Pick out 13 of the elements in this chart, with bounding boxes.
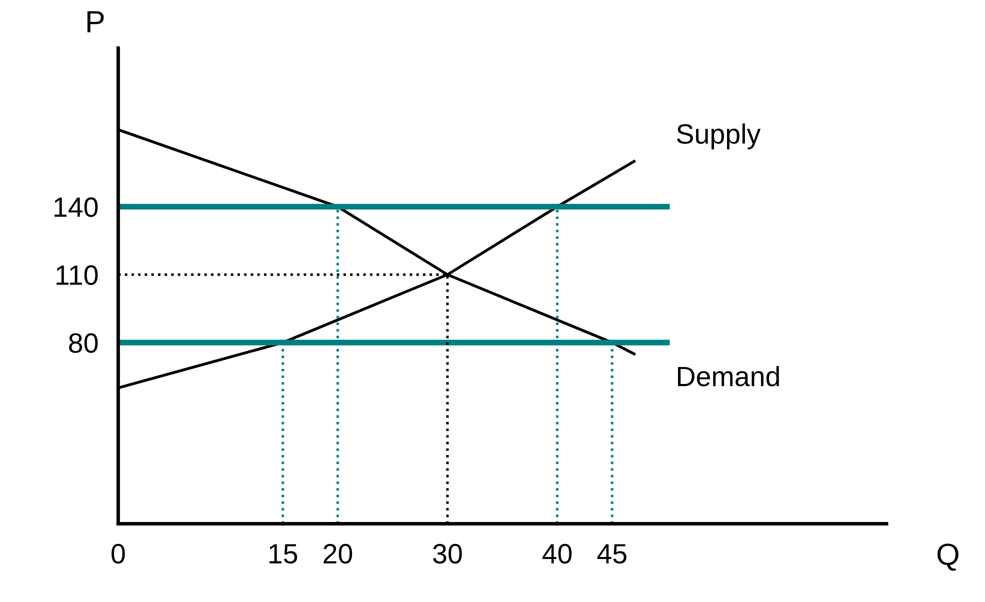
x-axis-title: Q [938, 544, 958, 571]
y-tick-label: 110 [56, 265, 98, 285]
x-tick-label: 40 [542, 544, 572, 564]
x-tick-label: 0 [112, 544, 125, 564]
x-tick-label: 45 [597, 544, 626, 564]
series-label: Demand [678, 366, 779, 386]
y-axis-title: P [87, 11, 104, 32]
y-tick-label: 80 [69, 333, 98, 353]
series-label: Supply [676, 123, 761, 150]
x-tick-label: 15 [270, 544, 298, 564]
x-tick-label: 20 [324, 544, 352, 564]
x-tick-label: 30 [433, 544, 462, 564]
y-tick-label: 140 [54, 197, 98, 218]
